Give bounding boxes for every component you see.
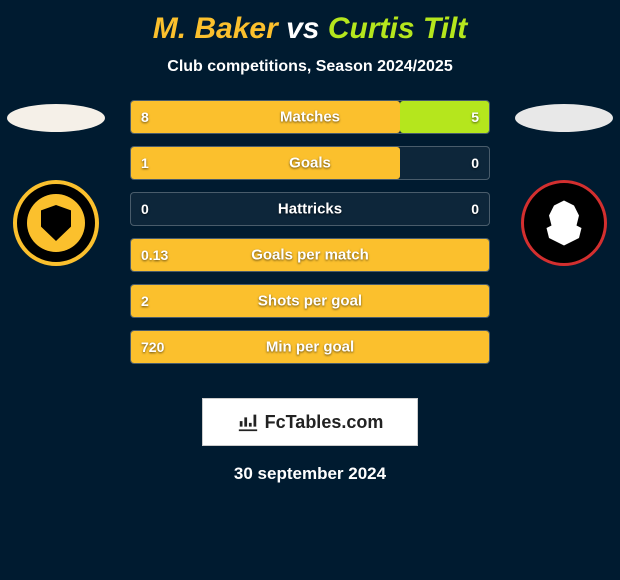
stat-fill-left [131,147,400,179]
stat-value-right: 0 [471,201,479,217]
stat-row: Matches 8 5 [130,100,490,134]
stat-label: Hattricks [278,201,342,218]
stat-row: Shots per goal 2 [130,284,490,318]
stat-row: Goals 1 0 [130,146,490,180]
stat-value-left: 0 [141,201,149,217]
vs-text: vs [286,12,319,45]
stat-value-right: 0 [471,155,479,171]
stat-value-left: 8 [141,109,149,125]
brand-box[interactable]: FcTables.com [202,398,418,446]
stat-value-left: 2 [141,293,149,309]
stat-value-left: 1 [141,155,149,171]
stat-row: Goals per match 0.13 [130,238,490,272]
stat-label: Goals [289,155,331,172]
stat-label: Matches [280,109,340,126]
stat-value-left: 720 [141,339,164,355]
stat-row: Hattricks 0 0 [130,192,490,226]
date-text: 30 september 2024 [0,464,620,484]
team-right-badge [521,180,607,266]
team-left-column [6,100,106,360]
chart-icon [237,411,259,433]
stat-value-left: 0.13 [141,247,168,263]
stat-value-right: 5 [471,109,479,125]
stat-label: Goals per match [251,247,369,264]
team-right-column [514,100,614,360]
comparison-content: Matches 8 5 Goals 1 0 Hattricks 0 0 Goals per mat… [0,100,620,380]
team-left-ellipse [7,104,105,132]
stat-label: Shots per goal [258,293,362,310]
brand-text: FcTables.com [265,412,384,433]
comparison-title: M. Baker vs Curtis Tilt [0,0,620,46]
team-right-ellipse [515,104,613,132]
player1-name: M. Baker [153,12,278,45]
player2-name: Curtis Tilt [328,12,467,45]
team-left-badge [13,180,99,266]
stat-bars: Matches 8 5 Goals 1 0 Hattricks 0 0 Goals per mat… [130,100,490,364]
stat-row: Min per goal 720 [130,330,490,364]
subtitle: Club competitions, Season 2024/2025 [0,58,620,76]
stat-label: Min per goal [266,339,354,356]
stat-fill-left [131,101,400,133]
